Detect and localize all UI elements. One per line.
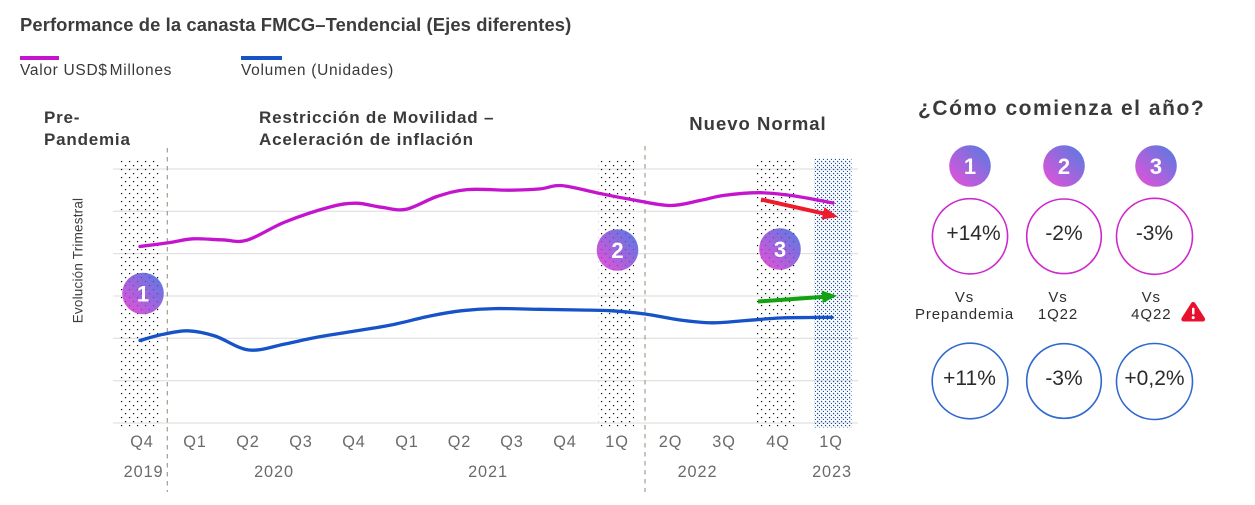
svg-text:3: 3 (1150, 154, 1162, 179)
svg-text:3: 3 (774, 237, 786, 262)
svg-text:1: 1 (137, 282, 149, 307)
svg-text:2: 2 (1058, 154, 1070, 179)
svg-text:2: 2 (611, 238, 623, 263)
svg-text:1: 1 (964, 154, 976, 179)
